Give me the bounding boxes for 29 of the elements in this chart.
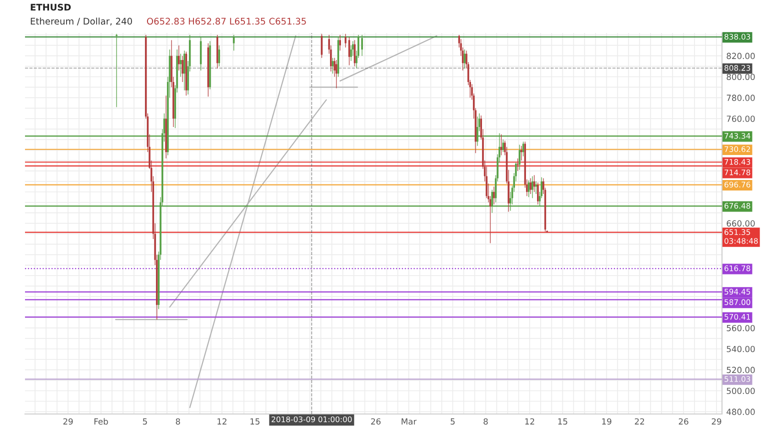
- x-tick-label: 19: [602, 418, 612, 425]
- x-tick-label: 29: [63, 418, 73, 425]
- x-tick-label: 8: [484, 418, 488, 425]
- x-tick-label: 29: [712, 418, 722, 425]
- x-tick-label: 5: [142, 418, 147, 425]
- y-tick-label: 500.00: [726, 388, 755, 394]
- chart-title: Ethereum / Dollar, 240: [30, 18, 132, 26]
- y-tick-label: 480.00: [726, 408, 755, 415]
- y-tick-label: 520.00: [726, 366, 755, 374]
- x-tick-label: 15: [558, 418, 568, 425]
- x-tick-label: 12: [218, 418, 226, 424]
- x-tick-label: 26: [678, 418, 688, 425]
- x-tick-label: Feb: [94, 418, 108, 425]
- y-tick-label: 800.00: [726, 74, 755, 80]
- x-tick-label: 5: [450, 418, 455, 425]
- x-tick-label: 22: [634, 418, 644, 424]
- y-tick-label: 780.00: [726, 94, 755, 101]
- x-tick-label: 12: [525, 418, 534, 424]
- x-tick-label: Mar: [402, 418, 417, 425]
- chart-subtitle: O652.83 H652.87 L651.35 C651.35: [146, 18, 306, 25]
- text: ETHUSD: [30, 4, 71, 11]
- y-tick-label: 560.00: [726, 324, 755, 332]
- y-tick-label: 540.00: [726, 346, 755, 352]
- x-tick-label: 15: [250, 418, 260, 425]
- x-tick-label: 8: [176, 418, 180, 425]
- y-tick-label: 760.00: [726, 116, 755, 122]
- x-tick-label: 26: [371, 418, 381, 425]
- y-tick-label: 660.00: [726, 220, 755, 227]
- y-tick-label: 820.00: [726, 52, 755, 60]
